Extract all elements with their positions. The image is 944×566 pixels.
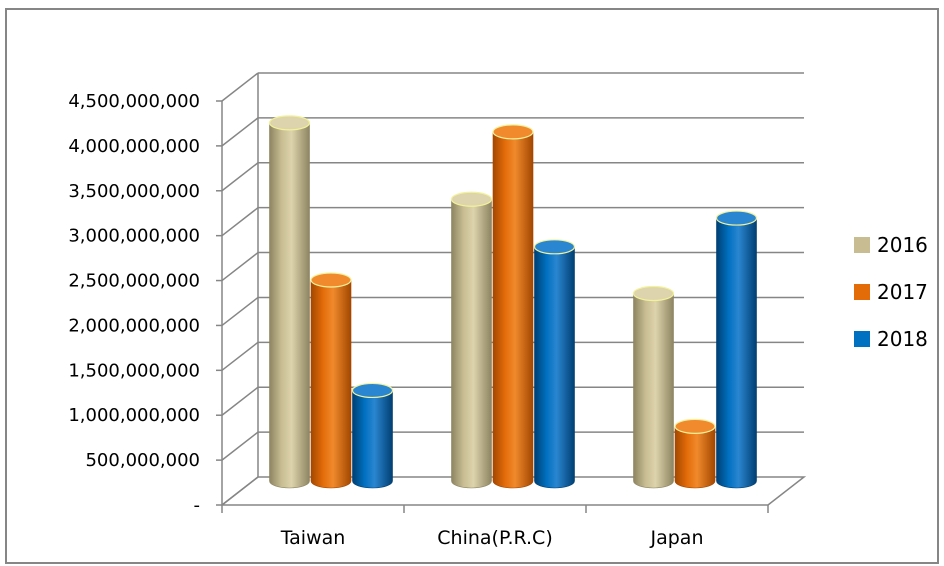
x-category-label: Taiwan [280,527,346,549]
bar-2017-Taiwan [310,279,352,489]
bar-top-2016-Japan [632,285,675,302]
legend-label: 2016 [877,233,928,257]
legend: 2016 2017 2018 [854,233,928,351]
x-category-label: Japan [650,527,704,549]
legend-swatch-2017 [854,284,870,300]
gridline-side [221,162,259,192]
gridline-side [221,251,259,282]
gridline-side [221,117,259,147]
bar-top-2017-Taiwan [310,272,352,288]
bars [268,115,758,489]
bar-top-2017-China(P.R.C) [492,124,534,140]
legend-swatch-2018 [854,331,870,347]
bar-top-2016-Taiwan [268,115,311,131]
bar-2018-Taiwan [352,390,393,489]
gridline-side [221,431,259,461]
bar-top-2017-Japan [674,418,716,434]
bar-2016-China(P.R.C) [451,199,492,489]
x-category-label: China(P.R.C) [437,527,552,549]
bar-top-2018-Taiwan [351,382,394,399]
gridline-side [221,207,259,237]
y-tick-label: 500,000,000 [85,450,200,471]
y-tick-label: 4,000,000,000 [68,136,200,157]
x-axis: Taiwan China(P.R.C) Japan [221,505,769,549]
bar-2017-Japan [674,426,716,489]
bar-top-2018-Japan [715,210,758,226]
y-tick-label: 3,500,000,000 [68,181,200,202]
y-tick-label: 3,000,000,000 [68,226,200,247]
gridline-side [221,386,259,416]
gridline-side [221,296,259,327]
y-tick-label: 1,500,000,000 [68,360,200,381]
gridline-side [221,72,259,102]
legend-label: 2018 [877,327,928,351]
bar-top-2018-China(P.R.C) [533,239,576,255]
gridline-side [221,341,259,371]
bar-2018-China(P.R.C) [534,246,575,489]
y-tick-label: 2,000,000,000 [68,315,200,336]
y-tick-label: 4,500,000,000 [68,91,200,112]
bar-2017-China(P.R.C) [492,131,534,489]
bar-2018-Japan [716,218,757,489]
y-tick-label: 1,000,000,000 [68,405,200,426]
legend-swatch-2016 [854,237,870,253]
bar-top-2016-China(P.R.C) [450,191,493,207]
legend-label: 2017 [877,280,928,304]
bar-2016-Taiwan [269,122,310,489]
y-axis: - 500,000,000 1,000,000,000 1,500,000,000 2,… [68,91,222,516]
gridline-side [221,476,259,506]
y-tick-label: 2,500,000,000 [68,271,200,292]
bar-2016-Japan [633,293,674,489]
y-tick-label: - [194,495,201,516]
